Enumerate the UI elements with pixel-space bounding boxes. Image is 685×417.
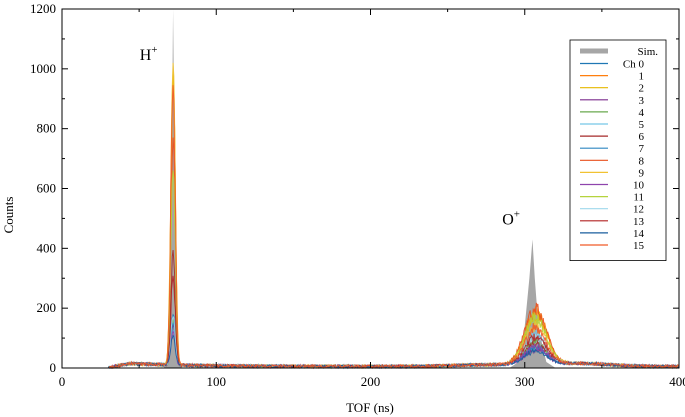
axes: 0 100 200 300 400 0 200 400 600 800 1000 1200 [30, 1, 685, 389]
peak-annotations: H+ O+ [140, 44, 520, 229]
legend-label-sim: Sim. [638, 46, 659, 58]
x-tick-label: 300 [515, 374, 535, 389]
peak-label-1: O+ [502, 208, 520, 228]
y-tick-label: 800 [37, 121, 57, 136]
y-tick-label: 0 [50, 360, 57, 375]
peak-label-0: H+ [140, 44, 158, 64]
legend-label-ch1: 1 [639, 71, 645, 83]
y-tick-label: 1200 [30, 1, 56, 16]
legend-label-ch14: 14 [633, 228, 645, 240]
series-line-ch7 [108, 322, 680, 370]
legend-label-ch8: 8 [639, 155, 645, 167]
legend-label-ch4: 4 [639, 107, 645, 119]
legend-box [569, 39, 667, 262]
x-tick-label: 0 [59, 374, 66, 389]
legend-label-ch13: 13 [633, 216, 645, 228]
y-tick-label: 1000 [30, 61, 56, 76]
y-tick-label: 600 [37, 181, 57, 196]
y-tick-label: 200 [37, 300, 57, 315]
x-tick-label: 100 [207, 374, 227, 389]
legend-label-ch3: 3 [639, 95, 645, 107]
x-tick-label: 400 [669, 374, 685, 389]
y-axis-label: Counts [1, 197, 16, 234]
legend-label-ch6: 6 [639, 131, 645, 143]
legend-label-ch11: 11 [633, 192, 644, 204]
legend-label-ch15: 15 [633, 240, 645, 252]
series-line-ch6 [108, 250, 680, 370]
series-line-ch3 [108, 323, 680, 369]
legend-label-ch12: 12 [633, 204, 644, 216]
series-line-ch13 [107, 275, 680, 370]
series-line-ch12 [108, 315, 680, 370]
x-axis-label: TOF (ns) [346, 400, 394, 415]
legend-label-ch0: Ch 0 [623, 59, 645, 71]
legend-label-ch10: 10 [633, 180, 645, 192]
series-line-ch15 [108, 85, 680, 369]
legend-label-ch9: 9 [639, 167, 645, 179]
y-tick-label: 400 [37, 240, 57, 255]
x-tick-label: 200 [361, 374, 381, 389]
legend-label-ch5: 5 [639, 119, 645, 131]
legend-label-ch2: 2 [639, 83, 645, 95]
series-layer [107, 62, 680, 370]
series-line-ch4 [107, 319, 680, 370]
legend-label-ch7: 7 [639, 143, 645, 155]
series-line-ch0 [107, 313, 680, 370]
